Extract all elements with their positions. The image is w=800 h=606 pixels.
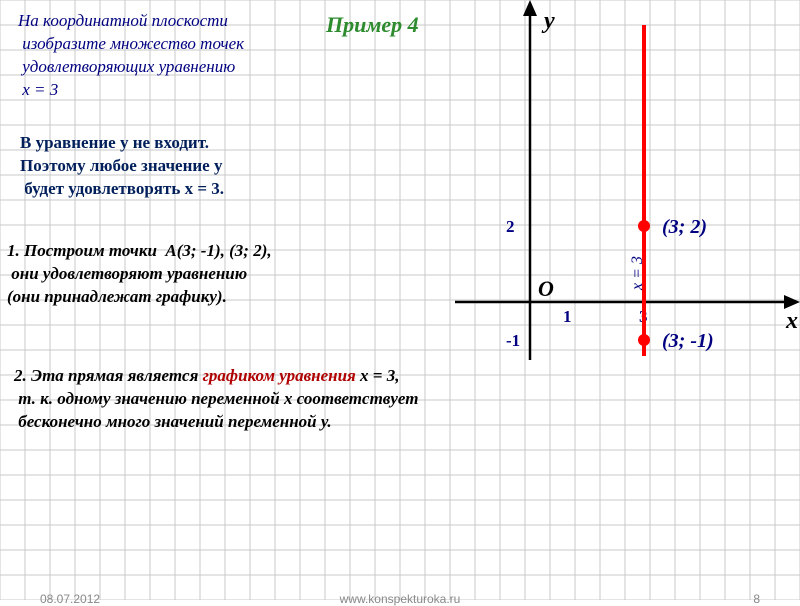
svg-text:1: 1 — [563, 307, 572, 326]
footer-date: 08.07.2012 — [40, 592, 100, 606]
svg-text:O: O — [538, 276, 554, 301]
svg-text:2: 2 — [506, 217, 515, 236]
svg-text:-1: -1 — [506, 331, 520, 350]
step-1-text: 1. Построим точки А(3; -1), (3; 2), они … — [7, 240, 272, 309]
svg-text:(3; 2): (3; 2) — [662, 216, 707, 238]
step-2-text: 2. Эта прямая является графиком уравнени… — [14, 365, 418, 434]
coordinate-plane: xyO13-12x = 3(3; 2)(3; -1) — [455, 0, 800, 360]
explanation-text: В уравнение у не входит.Поэтому любое зн… — [20, 132, 224, 201]
svg-text:y: y — [541, 8, 555, 34]
svg-text:(3; -1): (3; -1) — [662, 330, 714, 352]
problem-statement: На координатной плоскости изобразите мно… — [18, 10, 244, 102]
svg-text:x: x — [785, 308, 798, 334]
svg-text:x = 3: x = 3 — [629, 256, 646, 291]
footer-site: www.konspekturoka.ru — [340, 592, 461, 606]
example-title: Пример 4 — [326, 10, 419, 40]
footer-page: 8 — [753, 592, 760, 606]
